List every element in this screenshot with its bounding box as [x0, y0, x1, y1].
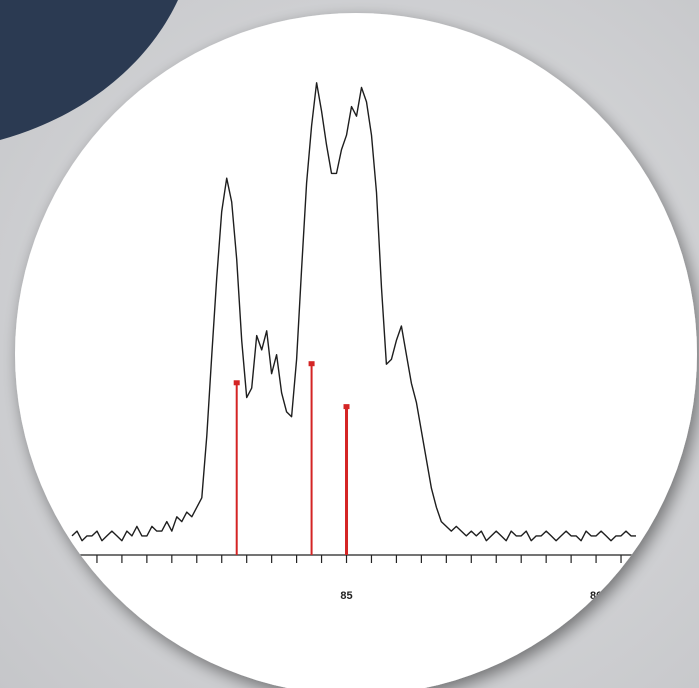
- reference-stick-cap: [308, 361, 315, 367]
- reference-stick-cap: [233, 380, 240, 386]
- spectrum-trace: [71, 82, 636, 542]
- x-axis-ticks: [71, 555, 622, 563]
- magnifier-lens: [15, 13, 697, 688]
- reference-sticks: [233, 361, 350, 555]
- x-tick-label: 85: [340, 590, 352, 602]
- corner-decoration-shape: [0, 0, 178, 140]
- reference-stick-cap: [343, 404, 350, 410]
